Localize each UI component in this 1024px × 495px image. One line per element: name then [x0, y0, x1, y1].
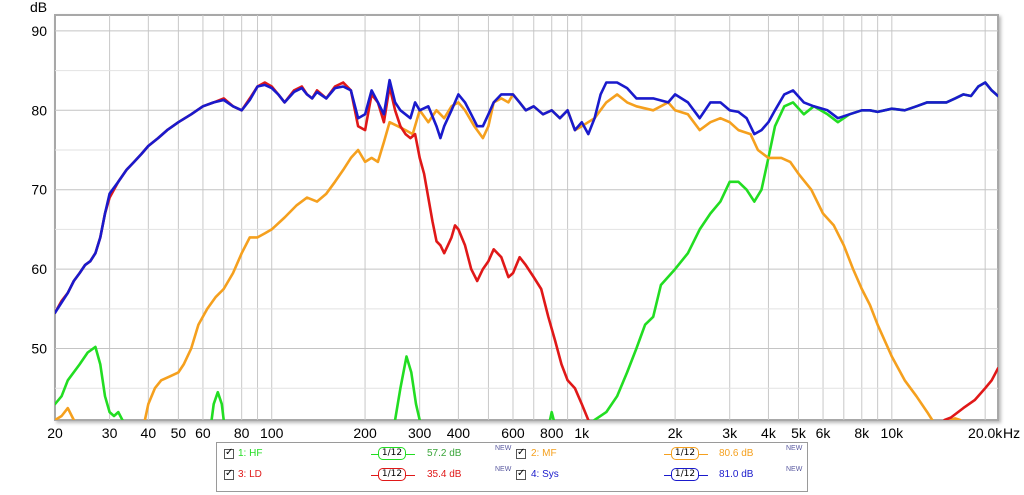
- legend-checkbox-mf[interactable]: [516, 447, 526, 459]
- x-tick-label: 4k: [761, 425, 777, 440]
- smoothing-value: 1/12: [671, 447, 699, 460]
- legend-level-hf: 57.2 dB: [427, 448, 462, 459]
- legend-label-mf: 2: MF: [531, 448, 557, 459]
- smoothing-value: 1/12: [671, 468, 699, 481]
- legend-checkbox-hf[interactable]: [224, 447, 234, 459]
- y-axis-ticks: 50 60 70 80 90: [31, 23, 47, 357]
- x-tick-label: 50: [171, 425, 187, 440]
- smoothing-button-hf[interactable]: 1/12: [371, 445, 415, 463]
- y-tick-label: 60: [31, 261, 47, 277]
- x-axis-unit: Hz: [1003, 425, 1020, 440]
- x-tick-label: 5k: [791, 425, 807, 440]
- legend-checkbox-ld[interactable]: [224, 468, 234, 480]
- x-tick-label: 3k: [722, 425, 738, 440]
- x-axis-ticks: 20 30 40 50 60 80 100 200 300 400 600 800 1k 2k 3k 4k 5k…: [47, 425, 1003, 440]
- series-line: [548, 410, 555, 420]
- series-line: [393, 355, 421, 420]
- x-tick-label: 8k: [854, 425, 870, 440]
- legend-new-badge-mf: NEW: [786, 445, 803, 452]
- series-4-sys: [55, 78, 998, 315]
- legend-level-ld: 35.4 dB: [427, 469, 462, 480]
- x-tick-label: 20.0k: [968, 425, 1003, 440]
- x-tick-label: 200: [353, 425, 377, 440]
- series-line: [210, 390, 225, 420]
- smoothing-value: 1/12: [378, 447, 406, 460]
- x-tick-label: 60: [195, 425, 211, 440]
- legend-label-hf: 1: HF: [238, 448, 263, 459]
- series-line: [949, 417, 962, 420]
- curves: [55, 78, 998, 420]
- series-line: [943, 367, 998, 420]
- y-tick-label: 80: [31, 102, 47, 118]
- legend-new-badge-hf: NEW: [495, 445, 512, 452]
- series-line: [55, 345, 124, 420]
- x-tick-label: 30: [102, 425, 118, 440]
- plot-area: [54, 14, 999, 421]
- legend-label-sys: 4: Sys: [531, 469, 559, 480]
- legend-checkbox-sys[interactable]: [516, 468, 526, 480]
- x-tick-label: 40: [141, 425, 157, 440]
- x-tick-label: 100: [260, 425, 284, 440]
- legend-level-mf: 80.6 dB: [719, 448, 754, 459]
- x-tick-label: 800: [540, 425, 564, 440]
- legend-row: 3: LD 1/12 35.4 dB NEW 4: Sys 1/12 81.0 dB NEW: [217, 466, 807, 488]
- legend-new-badge-sys: NEW: [786, 466, 803, 473]
- series-line: [55, 78, 998, 315]
- y-axis-unit: dB: [30, 0, 47, 15]
- series-line: [55, 406, 76, 420]
- smoothing-button-ld[interactable]: 1/12: [371, 466, 415, 484]
- legend-level-sys: 81.0 dB: [719, 469, 754, 480]
- smoothing-value: 1/12: [378, 468, 406, 481]
- x-tick-label: 6k: [816, 425, 832, 440]
- y-tick-label: 70: [31, 182, 47, 198]
- y-tick-label: 50: [31, 341, 47, 357]
- grid: [55, 15, 998, 420]
- x-tick-label: 300: [408, 425, 432, 440]
- x-tick-label: 20: [47, 425, 63, 440]
- x-tick-label: 2k: [668, 425, 684, 440]
- x-tick-label: 10k: [881, 425, 905, 440]
- legend-label-ld: 3: LD: [238, 469, 262, 480]
- legend-new-badge-ld: NEW: [495, 466, 512, 473]
- x-tick-label: 600: [501, 425, 525, 440]
- smoothing-button-mf[interactable]: 1/12: [664, 445, 708, 463]
- x-tick-label: 1k: [574, 425, 590, 440]
- frequency-response-chart: 20 30 40 50 60 80 100 200 300 400 600 800 1k 2k 3k 4k 5k…: [30, 0, 1020, 440]
- smoothing-button-sys[interactable]: 1/12: [664, 466, 708, 484]
- x-tick-label: 400: [447, 425, 471, 440]
- x-tick-label: 80: [234, 425, 250, 440]
- y-tick-label: 90: [31, 23, 47, 39]
- legend-row: 1: HF 1/12 57.2 dB NEW 2: MF 1/12 80.6 dB NEW: [217, 445, 807, 467]
